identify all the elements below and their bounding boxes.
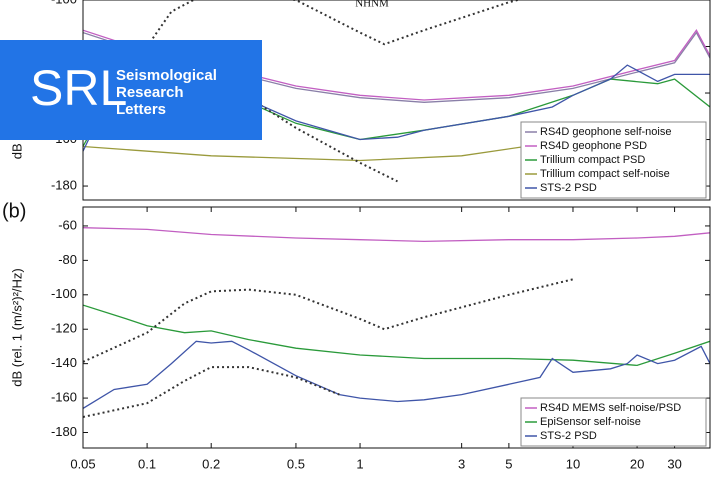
logo: SRL Seismological Research Letters (0, 40, 262, 140)
legend-label: STS-2 PSD (540, 430, 597, 442)
series-line (146, 0, 522, 48)
x-tick-label: 1 (356, 456, 363, 471)
y-tick-label: -180 (51, 424, 77, 439)
legend: RS4D MEMS self-noise/PSD EpiSensor self-n… (520, 397, 707, 447)
annotation: NHNM (355, 0, 389, 10)
y-tick-label: -140 (51, 355, 77, 370)
y-axis-label: dB (rel. 1 (m/s²)²/Hz) (9, 268, 24, 386)
x-tick-label: 5 (505, 456, 512, 471)
series-line (83, 366, 340, 418)
series-line (83, 304, 710, 367)
legend-label: Trillium compact PSD (540, 154, 645, 166)
series-group (83, 227, 710, 418)
legend-label: RS4D MEMS self-noise/PSD (540, 402, 681, 414)
x-tick-label: 0.1 (138, 456, 156, 471)
legend-box (520, 397, 707, 447)
x-tick-label: 3 (458, 456, 465, 471)
x-tick-label: 0.05 (70, 456, 95, 471)
plot-frame (82, 206, 711, 449)
y-tick-label: -160 (51, 390, 77, 405)
y-tick-label: -80 (58, 252, 77, 267)
legend: RS4D geophone self-noise RS4D geophone PS… (520, 121, 707, 199)
logo-background (0, 40, 262, 140)
y-tick-label: -100 (51, 286, 77, 301)
legend-label: EpiSensor self-noise (540, 416, 641, 428)
series-line (210, 80, 398, 183)
y-tick-label: -180 (51, 177, 77, 192)
x-tick-label: 0.2 (202, 456, 220, 471)
legend-label: STS-2 PSD (540, 182, 597, 194)
logo-line: Letters (116, 101, 166, 118)
x-tick-label: 30 (667, 456, 681, 471)
series-line (83, 278, 574, 363)
y-tick-label: -120 (51, 321, 77, 336)
panel-label: (b) (2, 200, 26, 222)
series-line (83, 227, 710, 243)
logo-line: Seismological (116, 67, 217, 84)
y-tick-label: -100 (51, 0, 77, 6)
y-tick-label: -60 (58, 217, 77, 232)
x-tick-label: 10 (566, 456, 580, 471)
legend-box (520, 121, 707, 199)
x-tick-label: 0.5 (287, 456, 305, 471)
legend-label: RS4D geophone PSD (540, 140, 647, 152)
logo-abbr: SRL (30, 60, 127, 116)
series-line (83, 138, 574, 162)
logo-line: Research (116, 84, 184, 101)
x-tick-label: 20 (630, 456, 644, 471)
legend-label: Trillium compact self-noise (540, 168, 670, 180)
legend-label: RS4D geophone self-noise (540, 126, 671, 138)
series-line (83, 340, 710, 409)
